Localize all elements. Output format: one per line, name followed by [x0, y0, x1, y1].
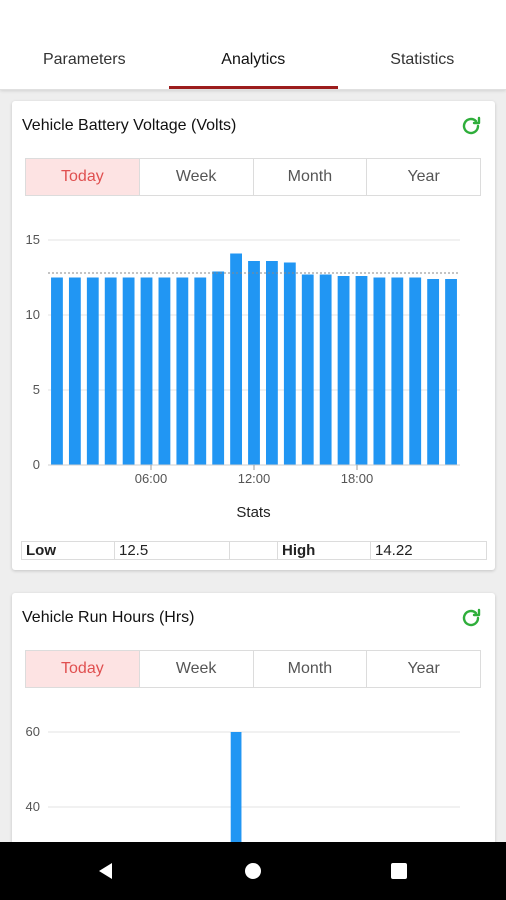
period-week-button[interactable]: Week	[139, 159, 254, 195]
tab-analytics[interactable]: Analytics	[221, 50, 286, 68]
bar	[283, 262, 296, 465]
bar	[230, 732, 242, 853]
stats-title: Stats	[236, 504, 271, 521]
y-tick-label: 0	[33, 457, 40, 472]
stats-low-value: 12.5	[115, 542, 230, 559]
card-title: Vehicle Run Hours (Hrs)	[22, 609, 195, 626]
battery-voltage-card: Vehicle Battery Voltage (Volts) Today We…	[12, 101, 495, 570]
x-tick-label: 06:00	[135, 471, 168, 486]
bar	[266, 261, 278, 465]
period-year-button[interactable]: Year	[367, 651, 480, 687]
refresh-icon[interactable]	[459, 114, 483, 138]
bar	[409, 277, 422, 465]
bar	[122, 277, 135, 465]
period-week-button[interactable]: Week	[139, 651, 254, 687]
bar	[319, 274, 332, 465]
stats-high-label: High	[278, 542, 371, 559]
system-navigation-bar	[0, 842, 506, 900]
refresh-icon[interactable]	[459, 606, 483, 630]
y-tick-label: 60	[26, 724, 40, 739]
bar	[176, 277, 189, 465]
bar	[86, 277, 99, 465]
bar	[445, 279, 457, 465]
period-today-button[interactable]: Today	[26, 159, 140, 195]
bar	[337, 276, 350, 465]
y-tick-label: 5	[33, 382, 40, 397]
tab-parameters[interactable]: Parameters	[42, 50, 126, 68]
recents-icon[interactable]	[369, 842, 429, 900]
top-tab-bar: Parameters Analytics Statistics	[0, 0, 506, 90]
period-month-button[interactable]: Month	[253, 159, 368, 195]
bar	[391, 277, 404, 465]
run-hours-card: Vehicle Run Hours (Hrs) Today Week Month…	[12, 593, 495, 853]
home-icon[interactable]	[223, 842, 283, 900]
run-hours-chart: 40 60	[26, 724, 460, 853]
bar	[230, 253, 242, 465]
period-today-button[interactable]: Today	[26, 651, 140, 687]
card-title: Vehicle Battery Voltage (Volts)	[22, 117, 237, 134]
period-month-button[interactable]: Month	[253, 651, 368, 687]
bar	[68, 277, 81, 465]
active-tab-indicator	[169, 86, 338, 89]
x-tick-label: 12:00	[238, 471, 271, 486]
x-tick-label: 18:00	[341, 471, 374, 486]
bar	[104, 277, 117, 465]
back-icon[interactable]	[76, 842, 136, 900]
bar	[301, 274, 314, 465]
period-year-button[interactable]: Year	[367, 159, 480, 195]
period-selector: Today Week Month Year	[25, 158, 481, 196]
bar	[51, 277, 63, 465]
tab-statistics[interactable]: Statistics	[390, 50, 455, 68]
y-tick-label: 40	[26, 799, 40, 814]
bar	[140, 277, 153, 465]
period-selector: Today Week Month Year	[25, 650, 481, 688]
y-tick-label: 15	[26, 232, 40, 247]
bar	[373, 277, 386, 465]
stats-table: Low 12.5 High 14.22	[21, 541, 487, 560]
bar	[355, 276, 368, 465]
bar	[248, 261, 260, 465]
bar	[427, 279, 440, 465]
stats-spacer	[230, 542, 278, 559]
bar	[194, 277, 207, 465]
bar	[212, 271, 225, 465]
stats-high-value: 14.22	[375, 542, 413, 559]
battery-voltage-chart: 0 5 10 15 06:00 12:00 18:00	[26, 232, 460, 486]
bar	[158, 277, 171, 465]
y-tick-label: 10	[26, 307, 40, 322]
stats-low-label: Low	[22, 542, 115, 559]
